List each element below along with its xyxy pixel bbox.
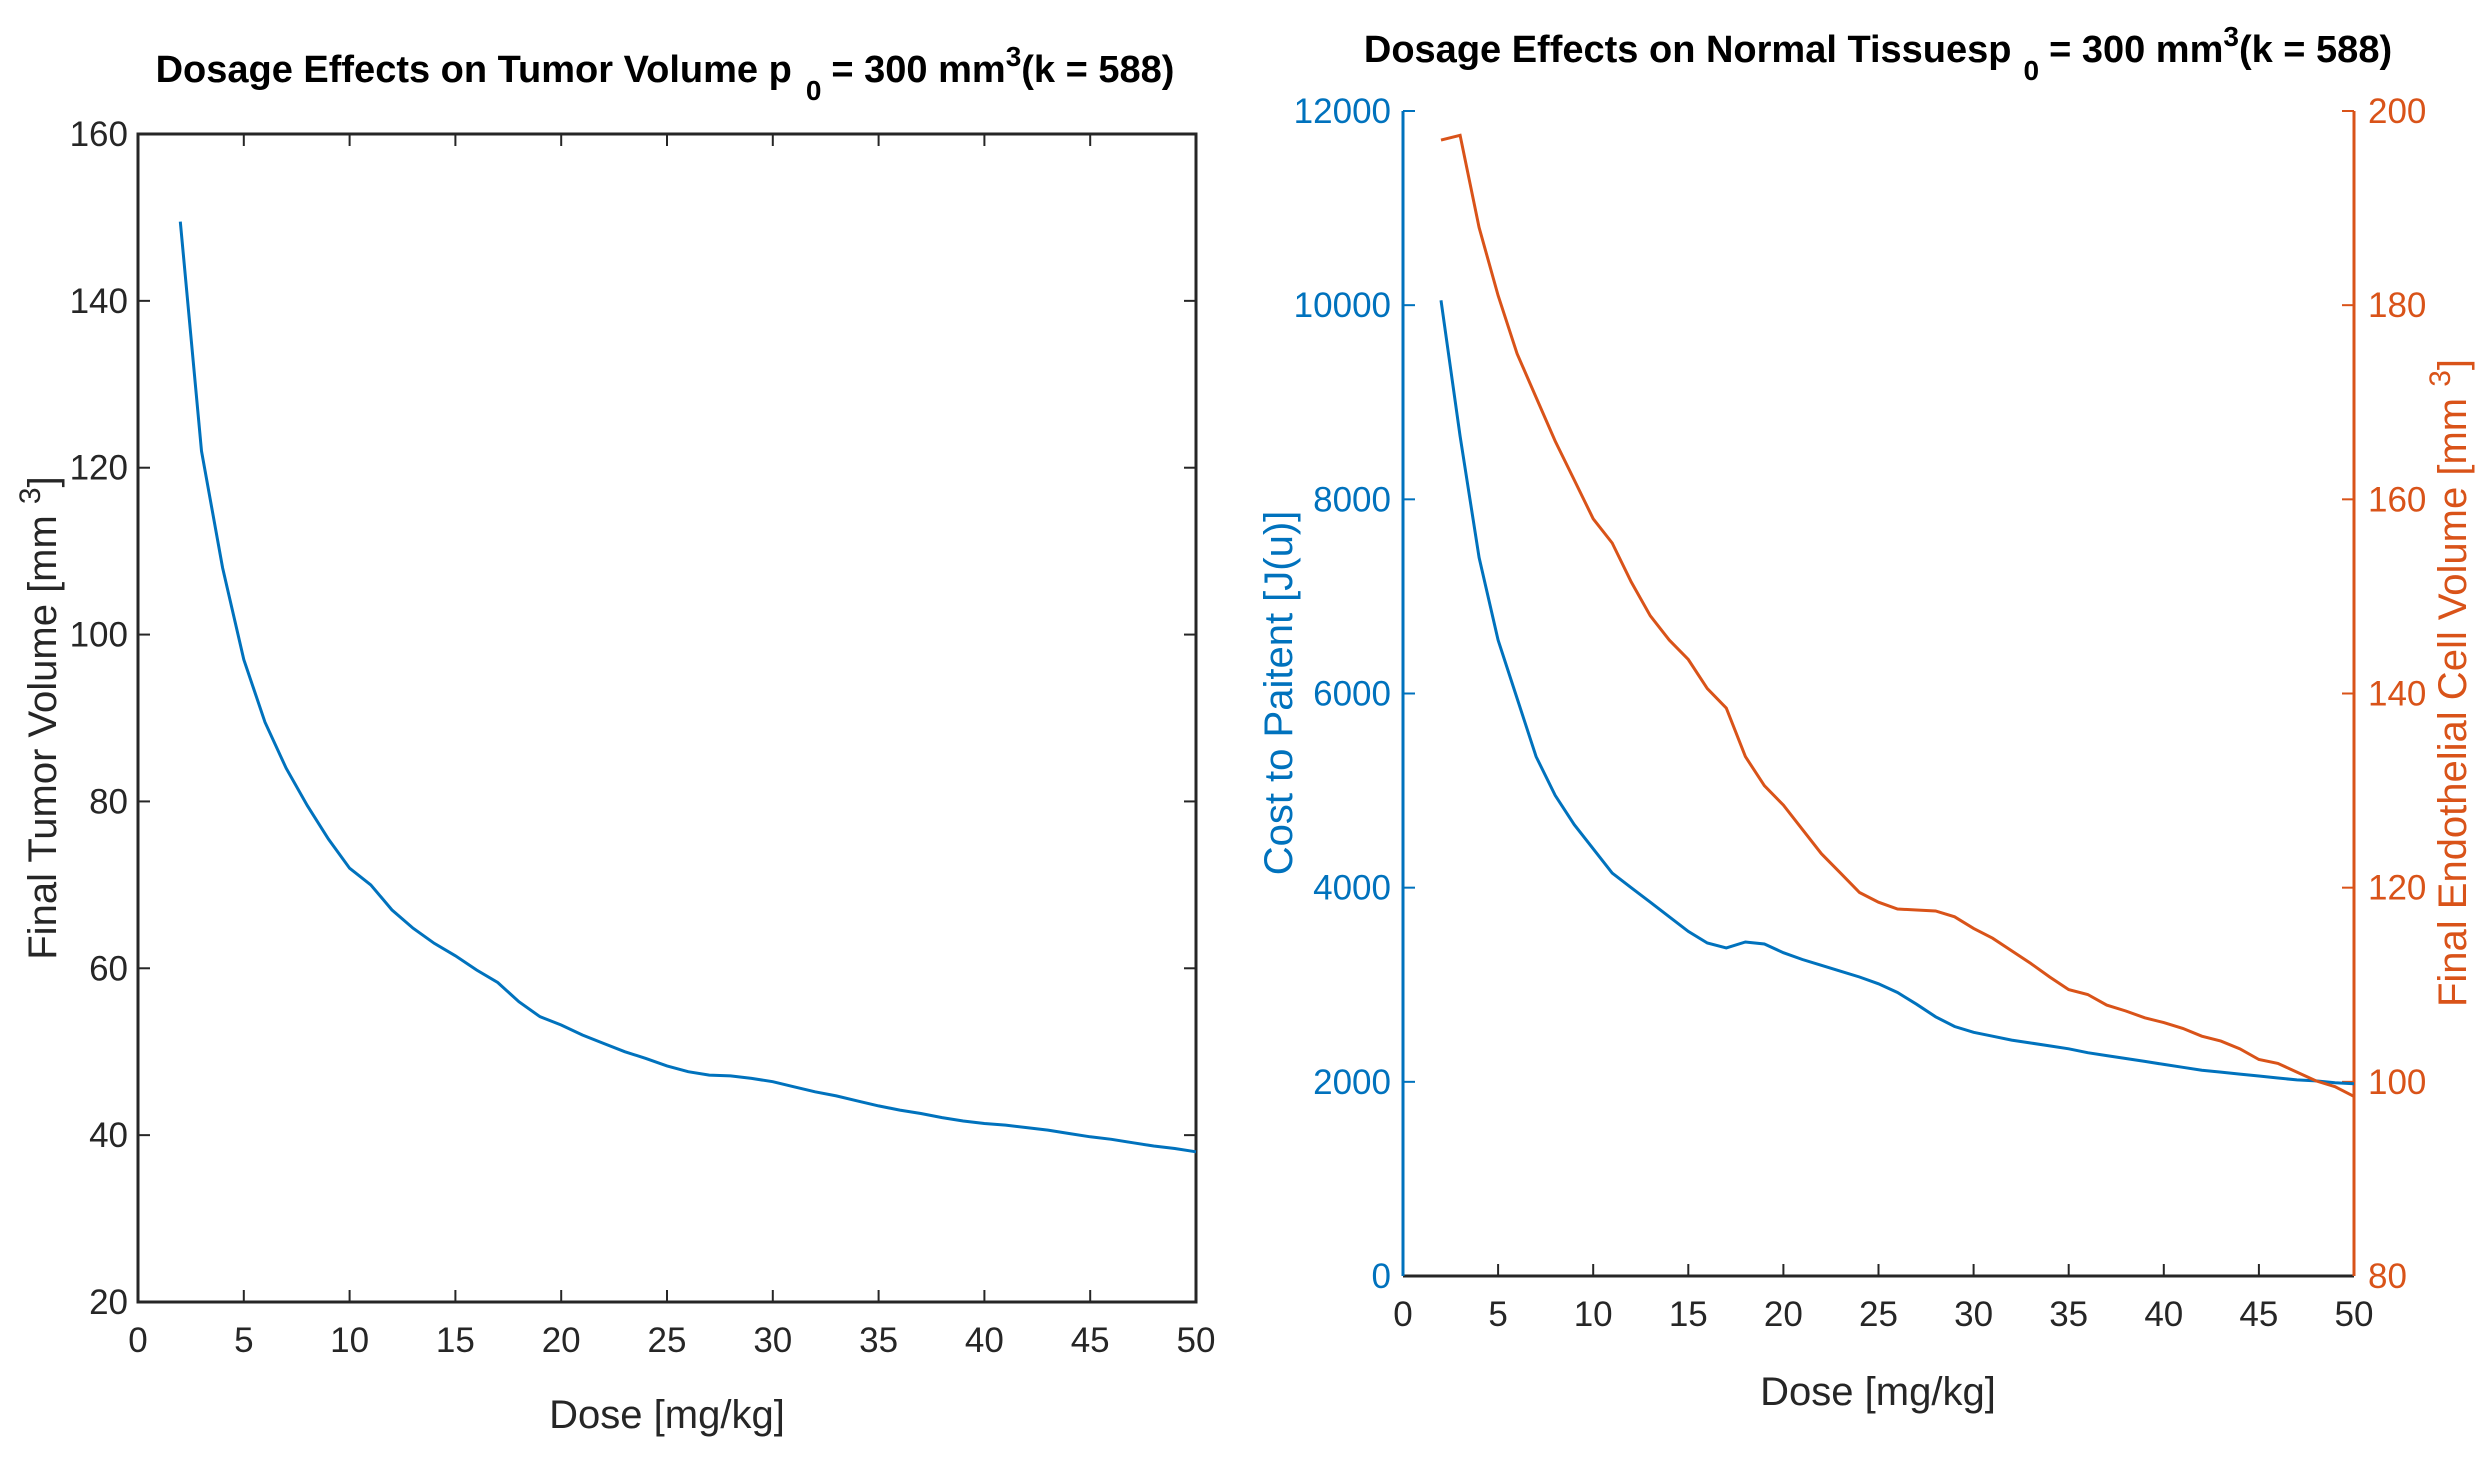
x-tick-label: 40 [2144, 1295, 2183, 1334]
chart-right-cost-line [1439, 300, 2355, 1086]
chart-left-tumor-volume-line [178, 221, 1197, 1154]
x-tick-label: 35 [859, 1321, 898, 1360]
chart-right-x-axis-label: Dose [mg/kg] [1760, 1370, 1996, 1414]
y-left-tick-label: 4000 [1313, 869, 1391, 908]
x-tick-label: 30 [1954, 1295, 1993, 1334]
chart-left-ticks: 0 5 10 15 20 25 30 35 40 45 50 20 40 60 80 100 120 140 160 [70, 115, 1216, 1360]
y-tick-label: 100 [70, 616, 128, 655]
x-tick-label: 30 [753, 1321, 792, 1360]
y-tick-label: 40 [89, 1116, 128, 1155]
y-left-tick-label: 0 [1372, 1257, 1391, 1296]
chart-right-y-right-axis-label: Final Endothelial Cell Volume [mm 3] [2424, 359, 2475, 1007]
x-tick-label: 40 [965, 1321, 1004, 1360]
x-tick-label: 45 [1071, 1321, 1110, 1360]
x-tick-label: 5 [234, 1321, 253, 1360]
y-right-tick-label: 140 [2368, 675, 2426, 714]
y-left-tick-label: 2000 [1313, 1063, 1391, 1102]
y-right-tick-label: 180 [2368, 286, 2426, 325]
x-tick-label: 50 [1177, 1321, 1216, 1360]
y-right-tick-label: 120 [2368, 869, 2426, 908]
y-left-tick-label: 6000 [1313, 675, 1391, 714]
y-tick-label: 160 [70, 115, 128, 154]
x-tick-label: 20 [542, 1321, 581, 1360]
chart-right-ticks: 0 5 10 15 20 25 30 35 40 45 50 0 2000 4000 6000 8000 100… [1294, 92, 2427, 1334]
chart-left-axes-box [136, 132, 1198, 1304]
y-left-tick-label: 12000 [1294, 92, 1391, 131]
x-tick-label: 5 [1488, 1295, 1507, 1334]
y-tick-label: 80 [89, 782, 128, 821]
y-left-tick-label: 8000 [1313, 480, 1391, 519]
y-left-tick-label: 10000 [1294, 286, 1391, 325]
chart-left: Dosage Effects on Tumor Volume p 0 = 300 m… [14, 41, 1215, 1437]
x-tick-label: 0 [128, 1321, 147, 1360]
y-right-tick-label: 160 [2368, 480, 2426, 519]
x-tick-label: 15 [436, 1321, 475, 1360]
y-right-tick-label: 100 [2368, 1063, 2426, 1102]
x-tick-label: 25 [648, 1321, 687, 1360]
chart-right: Dosage Effects on Normal Tissuesp 0 = 300 … [1257, 21, 2475, 1414]
x-tick-label: 20 [1764, 1295, 1803, 1334]
y-tick-label: 60 [89, 949, 128, 988]
y-tick-label: 140 [70, 282, 128, 321]
x-tick-label: 15 [1669, 1295, 1708, 1334]
chart-right-endothelial-volume-line [1440, 133, 2355, 1098]
x-tick-label: 0 [1393, 1295, 1412, 1334]
x-tick-label: 10 [1574, 1295, 1613, 1334]
x-tick-label: 45 [2239, 1295, 2278, 1334]
chart-right-title: Dosage Effects on Normal Tissuesp 0 = 300 … [1364, 21, 2392, 86]
chart-left-y-axis-label: Final Tumor Volume [mm 3] [14, 476, 65, 960]
y-right-tick-label: 80 [2368, 1257, 2407, 1296]
x-tick-label: 35 [2049, 1295, 2088, 1334]
chart-left-title: Dosage Effects on Tumor Volume p 0 = 300 m… [156, 41, 1175, 106]
x-tick-label: 25 [1859, 1295, 1898, 1334]
y-tick-label: 20 [89, 1283, 128, 1322]
chart-left-x-axis-label: Dose [mg/kg] [549, 1393, 785, 1437]
y-tick-label: 120 [70, 449, 128, 488]
y-right-tick-label: 200 [2368, 92, 2426, 131]
chart-right-y-left-axis-label: Cost to Paitent [J(u)] [1257, 511, 1301, 876]
x-tick-label: 50 [2335, 1295, 2374, 1334]
x-tick-label: 10 [330, 1321, 369, 1360]
